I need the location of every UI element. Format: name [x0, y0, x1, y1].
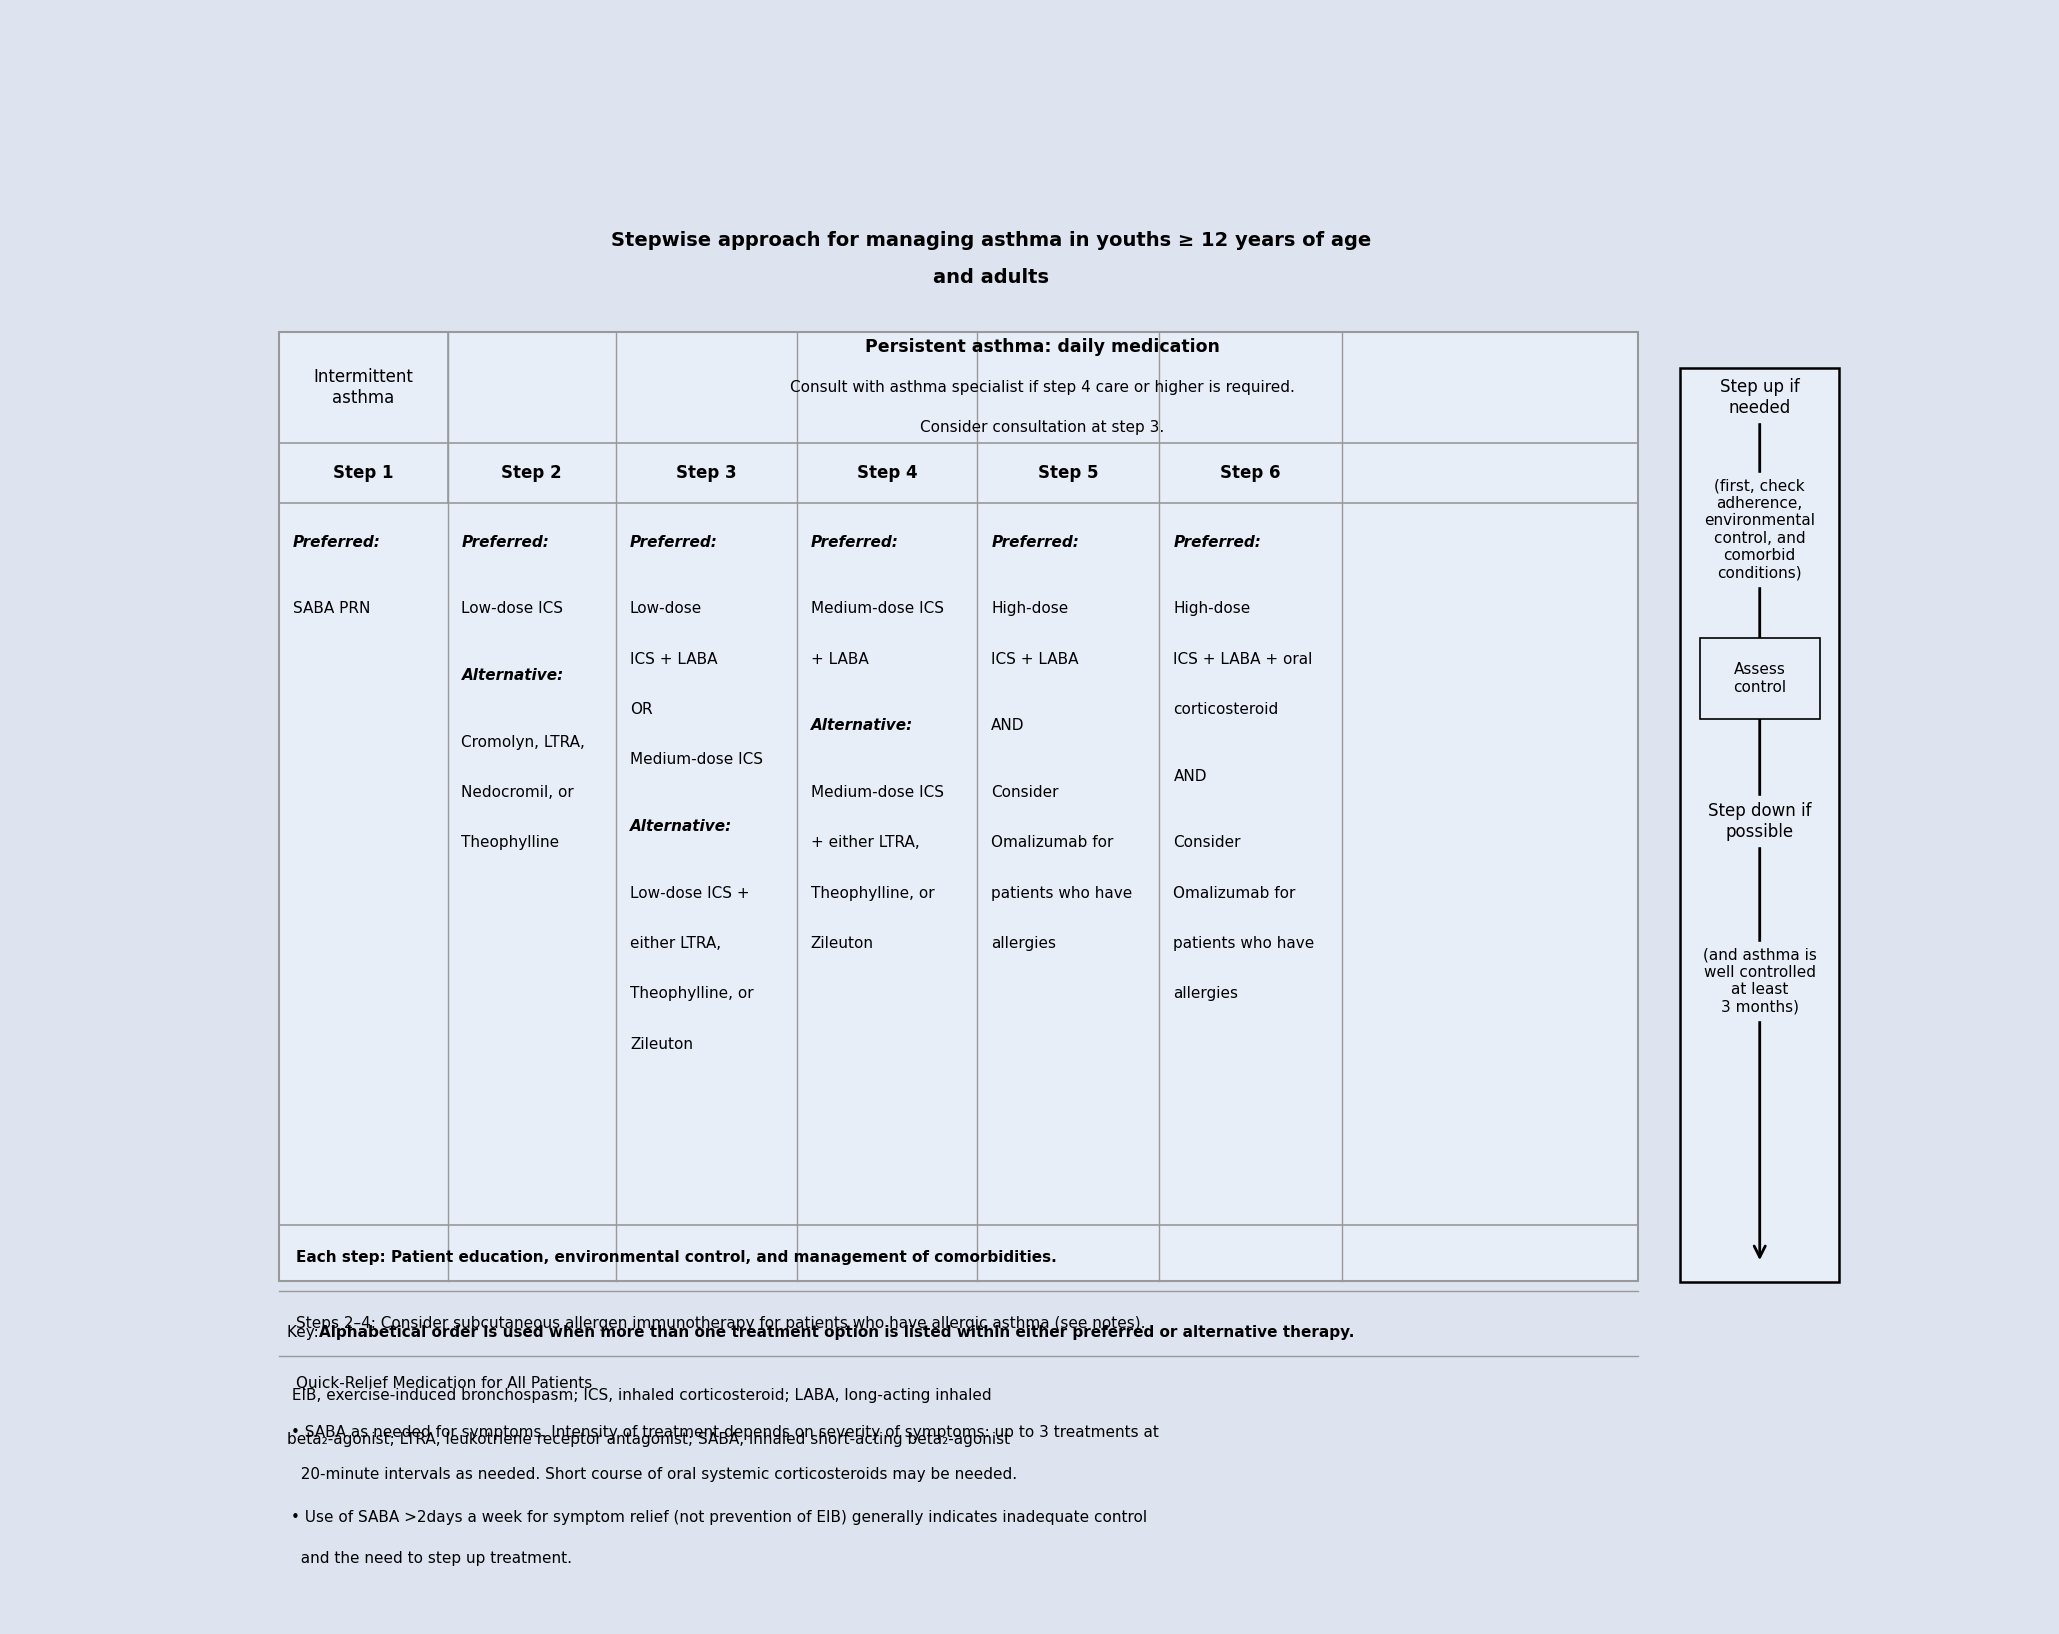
Text: AND: AND — [990, 719, 1025, 734]
Text: Step 1: Step 1 — [334, 464, 393, 482]
Text: patients who have: patients who have — [990, 886, 1132, 900]
Text: Stepwise approach for managing asthma in youths ≥ 12 years of age: Stepwise approach for managing asthma in… — [612, 230, 1371, 250]
Text: and adults: and adults — [933, 268, 1050, 288]
Text: High-dose: High-dose — [1174, 601, 1250, 616]
Text: Assess
control: Assess control — [1734, 662, 1787, 694]
Text: Step up if
needed: Step up if needed — [1719, 377, 1800, 417]
Text: corticosteroid: corticosteroid — [1174, 703, 1279, 717]
Text: allergies: allergies — [990, 936, 1056, 951]
Text: + LABA: + LABA — [811, 652, 869, 667]
Text: Cromolyn, LTRA,: Cromolyn, LTRA, — [461, 735, 585, 750]
Text: Step 6: Step 6 — [1221, 464, 1281, 482]
Text: either LTRA,: either LTRA, — [630, 936, 721, 951]
Text: Step 5: Step 5 — [1038, 464, 1100, 482]
Text: Medium-dose ICS: Medium-dose ICS — [630, 752, 764, 768]
Text: Preferred:: Preferred: — [461, 534, 550, 549]
Text: ICS + LABA: ICS + LABA — [990, 652, 1079, 667]
Text: ICS + LABA + oral: ICS + LABA + oral — [1174, 652, 1314, 667]
Text: Step down if
possible: Step down if possible — [1709, 802, 1812, 842]
Text: Preferred:: Preferred: — [1174, 534, 1262, 549]
Text: SABA PRN: SABA PRN — [292, 601, 371, 616]
Text: Low-dose: Low-dose — [630, 601, 702, 616]
Text: Consider consultation at step 3.: Consider consultation at step 3. — [920, 420, 1165, 435]
Text: (and asthma is
well controlled
at least
3 months): (and asthma is well controlled at least … — [1703, 948, 1816, 1015]
Text: ICS + LABA: ICS + LABA — [630, 652, 717, 667]
Text: Low-dose ICS: Low-dose ICS — [461, 601, 564, 616]
Text: Medium-dose ICS: Medium-dose ICS — [811, 784, 943, 801]
Text: Key:: Key: — [286, 1325, 323, 1340]
Text: 20-minute intervals as needed. Short course of oral systemic corticosteroids may: 20-minute intervals as needed. Short cou… — [290, 1467, 1017, 1482]
Text: Alternative:: Alternative: — [630, 819, 733, 833]
Text: (first, check
adherence,
environmental
control, and
comorbid
conditions): (first, check adherence, environmental c… — [1705, 479, 1816, 580]
Text: EIB, exercise-induced bronchospasm; ICS, inhaled corticosteroid; LABA, long-acti: EIB, exercise-induced bronchospasm; ICS,… — [286, 1387, 992, 1402]
Text: allergies: allergies — [1174, 987, 1237, 1002]
Text: AND: AND — [1174, 768, 1207, 784]
Text: • SABA as needed for symptoms. Intensity of treatment depends on severity of sym: • SABA as needed for symptoms. Intensity… — [290, 1425, 1159, 1440]
Text: Consider: Consider — [990, 784, 1058, 801]
Text: Persistent asthma: daily medication: Persistent asthma: daily medication — [865, 338, 1221, 356]
Bar — [1699, 637, 1820, 719]
Text: Intermittent
asthma: Intermittent asthma — [313, 368, 414, 407]
Text: Low-dose ICS +: Low-dose ICS + — [630, 886, 749, 900]
Text: Omalizumab for: Omalizumab for — [1174, 886, 1295, 900]
Text: Alternative:: Alternative: — [461, 668, 564, 683]
Text: Theophylline, or: Theophylline, or — [630, 987, 754, 1002]
Text: Medium-dose ICS: Medium-dose ICS — [811, 601, 943, 616]
Text: • Use of SABA >2days a week for symptom relief (not prevention of EIB) generally: • Use of SABA >2days a week for symptom … — [290, 1510, 1147, 1525]
Text: High-dose: High-dose — [990, 601, 1069, 616]
Text: Zileuton: Zileuton — [630, 1036, 694, 1052]
Bar — [1680, 368, 1839, 1283]
Text: Theophylline, or: Theophylline, or — [811, 886, 935, 900]
Text: OR: OR — [630, 703, 653, 717]
Text: + either LTRA,: + either LTRA, — [811, 835, 920, 850]
Text: Quick-Relief Medication for All Patients: Quick-Relief Medication for All Patients — [296, 1376, 593, 1391]
Bar — [280, 332, 1637, 1281]
Text: patients who have: patients who have — [1174, 936, 1314, 951]
Text: Consult with asthma specialist if step 4 care or higher is required.: Consult with asthma specialist if step 4… — [791, 379, 1295, 395]
Text: Omalizumab for: Omalizumab for — [990, 835, 1114, 850]
Text: Preferred:: Preferred: — [292, 534, 381, 549]
Text: beta₂-agonist; LTRA, leukotriene receptor antagonist; SABA, inhaled short-acting: beta₂-agonist; LTRA, leukotriene recepto… — [286, 1431, 1011, 1446]
Text: Preferred:: Preferred: — [811, 534, 898, 549]
Text: Step 3: Step 3 — [675, 464, 737, 482]
Text: Each step: Patient education, environmental control, and management of comorbidi: Each step: Patient education, environmen… — [296, 1250, 1056, 1265]
Text: Steps 2–4: Consider subcutaneous allergen immunotherapy for patients who have al: Steps 2–4: Consider subcutaneous allerge… — [296, 1315, 1145, 1332]
Text: Consider: Consider — [1174, 835, 1242, 850]
Text: and the need to step up treatment.: and the need to step up treatment. — [290, 1551, 572, 1565]
Text: Step 2: Step 2 — [502, 464, 562, 482]
Text: Theophylline: Theophylline — [461, 835, 560, 850]
Text: Zileuton: Zileuton — [811, 936, 873, 951]
Text: Nedocromil, or: Nedocromil, or — [461, 784, 574, 801]
Text: Preferred:: Preferred: — [990, 534, 1079, 549]
Text: Step 4: Step 4 — [857, 464, 918, 482]
Text: Preferred:: Preferred: — [630, 534, 719, 549]
Text: Alphabetical order is used when more than one treatment option is listed within : Alphabetical order is used when more tha… — [319, 1325, 1355, 1340]
Text: Alternative:: Alternative: — [811, 719, 912, 734]
